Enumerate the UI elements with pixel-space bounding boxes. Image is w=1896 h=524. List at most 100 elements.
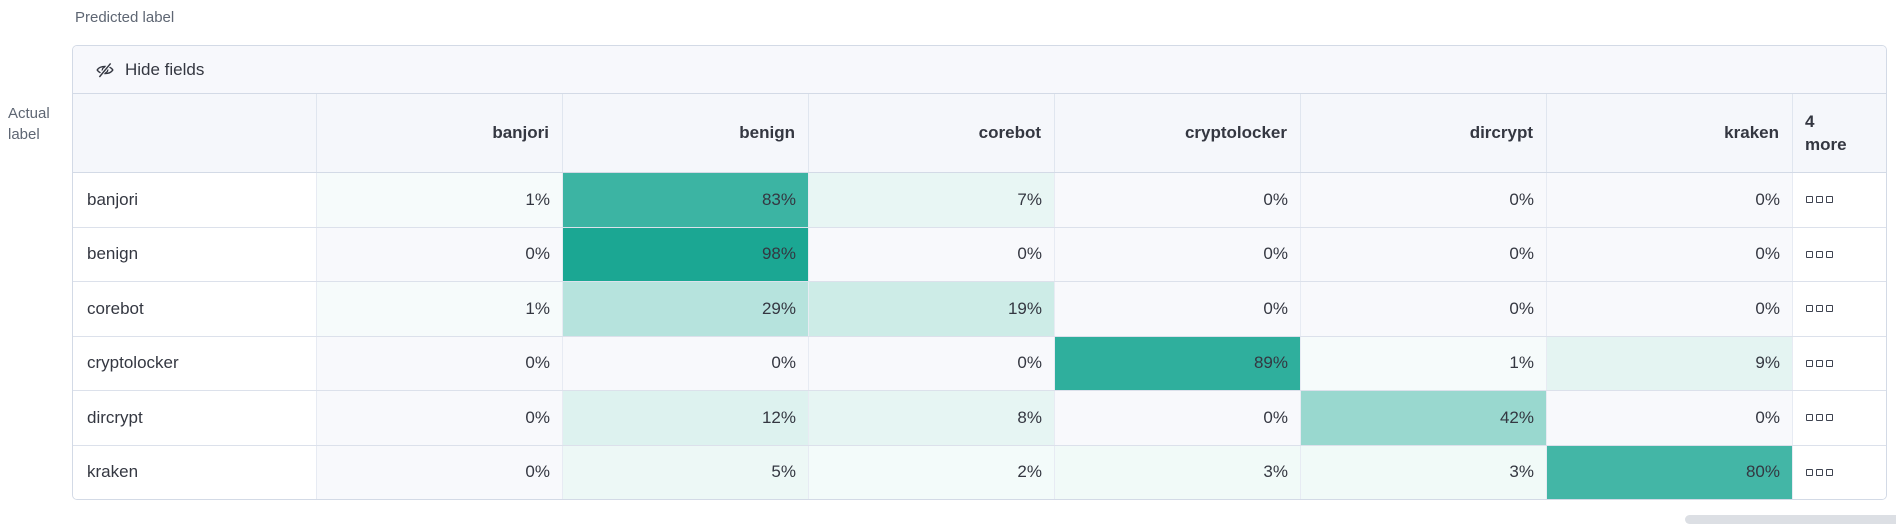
- matrix-row: corebot 1% 29% 19% 0% 0% 0%: [73, 282, 1886, 337]
- corner-header-cell: [73, 94, 317, 172]
- matrix-cell[interactable]: 0%: [317, 336, 563, 390]
- column-header-cell[interactable]: benign: [563, 94, 809, 172]
- matrix-cell[interactable]: 0%: [1055, 391, 1301, 445]
- more-actions-button[interactable]: [1806, 250, 1833, 258]
- matrix-cell[interactable]: 0%: [563, 336, 809, 390]
- grid-toolbar: Hide fields: [73, 46, 1886, 94]
- column-header-cell[interactable]: dircrypt: [1301, 94, 1547, 172]
- boxes-horizontal-icon: [1826, 196, 1833, 204]
- matrix-cell[interactable]: 0%: [1301, 173, 1547, 227]
- actual-axis-label: Actual label: [8, 103, 50, 145]
- matrix-cell[interactable]: 0%: [317, 445, 563, 499]
- matrix-cell[interactable]: 0%: [1547, 282, 1793, 336]
- boxes-horizontal-icon: [1816, 250, 1823, 258]
- matrix-cell[interactable]: 0%: [1547, 391, 1793, 445]
- boxes-horizontal-icon: [1826, 414, 1833, 422]
- matrix-header-row: banjori benign corebot cryptolocker dircrypt…: [73, 94, 1886, 173]
- more-columns-cell: [1793, 391, 1886, 445]
- more-columns-header-label: 4 more: [1805, 112, 1847, 154]
- boxes-horizontal-icon: [1816, 414, 1823, 422]
- matrix-cell[interactable]: 0%: [1301, 227, 1547, 281]
- more-columns-header-cell[interactable]: 4 more: [1793, 94, 1886, 172]
- more-columns-cell: [1793, 336, 1886, 390]
- more-columns-cell: [1793, 227, 1886, 281]
- matrix-cell[interactable]: 0%: [1547, 173, 1793, 227]
- more-actions-button[interactable]: [1806, 359, 1833, 367]
- actual-axis-label-line1: Actual: [8, 105, 50, 122]
- matrix-cell[interactable]: 89%: [1055, 336, 1301, 390]
- more-actions-button[interactable]: [1806, 305, 1833, 313]
- column-header-cell[interactable]: cryptolocker: [1055, 94, 1301, 172]
- matrix-cell[interactable]: 0%: [317, 391, 563, 445]
- more-columns-cell: [1793, 173, 1886, 227]
- matrix-cell[interactable]: 42%: [1301, 391, 1547, 445]
- matrix-cell[interactable]: 0%: [809, 227, 1055, 281]
- matrix-cell[interactable]: 80%: [1547, 445, 1793, 499]
- more-columns-cell: [1793, 282, 1886, 336]
- more-actions-button[interactable]: [1806, 468, 1833, 476]
- matrix-cell[interactable]: 5%: [563, 445, 809, 499]
- matrix-cell[interactable]: 12%: [563, 391, 809, 445]
- eye-closed-icon: [95, 60, 115, 80]
- matrix-cell[interactable]: 29%: [563, 282, 809, 336]
- column-header-cell[interactable]: corebot: [809, 94, 1055, 172]
- matrix-cell[interactable]: 98%: [563, 227, 809, 281]
- matrix-cell[interactable]: 3%: [1055, 445, 1301, 499]
- matrix-row: cryptolocker 0% 0% 0% 89% 1% 9%: [73, 336, 1886, 391]
- boxes-horizontal-icon: [1806, 250, 1813, 258]
- matrix-cell[interactable]: 1%: [317, 173, 563, 227]
- boxes-horizontal-icon: [1806, 468, 1813, 476]
- matrix-cell[interactable]: 0%: [1055, 227, 1301, 281]
- boxes-horizontal-icon: [1826, 359, 1833, 367]
- row-label-cell[interactable]: banjori: [73, 173, 317, 227]
- matrix-cell[interactable]: 0%: [1055, 173, 1301, 227]
- row-label-cell[interactable]: benign: [73, 227, 317, 281]
- matrix-cell[interactable]: 0%: [1301, 282, 1547, 336]
- row-label-cell[interactable]: corebot: [73, 282, 317, 336]
- actual-axis-label-line2: label: [8, 126, 40, 143]
- more-columns-cell: [1793, 445, 1886, 499]
- matrix-cell[interactable]: 0%: [317, 227, 563, 281]
- boxes-horizontal-icon: [1806, 414, 1813, 422]
- matrix-cell[interactable]: 19%: [809, 282, 1055, 336]
- column-header-cell[interactable]: kraken: [1547, 94, 1793, 172]
- hide-fields-label: Hide fields: [125, 59, 205, 79]
- row-label-cell[interactable]: kraken: [73, 445, 317, 499]
- predicted-axis-label: Predicted label: [75, 9, 175, 26]
- boxes-horizontal-icon: [1816, 468, 1823, 476]
- boxes-horizontal-icon: [1816, 359, 1823, 367]
- more-actions-button[interactable]: [1806, 196, 1833, 204]
- matrix-cell[interactable]: 3%: [1301, 445, 1547, 499]
- boxes-horizontal-icon: [1816, 196, 1823, 204]
- matrix-row: kraken 0% 5% 2% 3% 3% 80%: [73, 445, 1886, 499]
- matrix-cell[interactable]: 0%: [1055, 282, 1301, 336]
- matrix-cell[interactable]: 8%: [809, 391, 1055, 445]
- confusion-matrix-grid: Hide fields banjori benign corebot cryptolo…: [72, 45, 1887, 500]
- more-actions-button[interactable]: [1806, 414, 1833, 422]
- row-label-cell[interactable]: dircrypt: [73, 391, 317, 445]
- matrix-row: benign 0% 98% 0% 0% 0% 0%: [73, 227, 1886, 282]
- matrix-cell[interactable]: 1%: [1301, 336, 1547, 390]
- horizontal-scrollbar-thumb[interactable]: [1685, 515, 1896, 524]
- boxes-horizontal-icon: [1826, 305, 1833, 313]
- matrix-cell[interactable]: 0%: [809, 336, 1055, 390]
- boxes-horizontal-icon: [1806, 196, 1813, 204]
- matrix-cell[interactable]: 7%: [809, 173, 1055, 227]
- boxes-horizontal-icon: [1816, 305, 1823, 313]
- matrix-cell[interactable]: 1%: [317, 282, 563, 336]
- matrix-row: banjori 1% 83% 7% 0% 0% 0%: [73, 173, 1886, 228]
- boxes-horizontal-icon: [1806, 305, 1813, 313]
- matrix-cell[interactable]: 9%: [1547, 336, 1793, 390]
- matrix-body: banjori 1% 83% 7% 0% 0% 0% benign 0% 98% 0% 0% 0% 0% c…: [73, 173, 1886, 499]
- matrix-cell[interactable]: 83%: [563, 173, 809, 227]
- boxes-horizontal-icon: [1806, 359, 1813, 367]
- hide-fields-button[interactable]: Hide fields: [95, 60, 204, 80]
- matrix-cell[interactable]: 2%: [809, 445, 1055, 499]
- matrix-row: dircrypt 0% 12% 8% 0% 42% 0%: [73, 391, 1886, 446]
- boxes-horizontal-icon: [1826, 250, 1833, 258]
- matrix-cell[interactable]: 0%: [1547, 227, 1793, 281]
- row-label-cell[interactable]: cryptolocker: [73, 336, 317, 390]
- boxes-horizontal-icon: [1826, 468, 1833, 476]
- column-header-cell[interactable]: banjori: [317, 94, 563, 172]
